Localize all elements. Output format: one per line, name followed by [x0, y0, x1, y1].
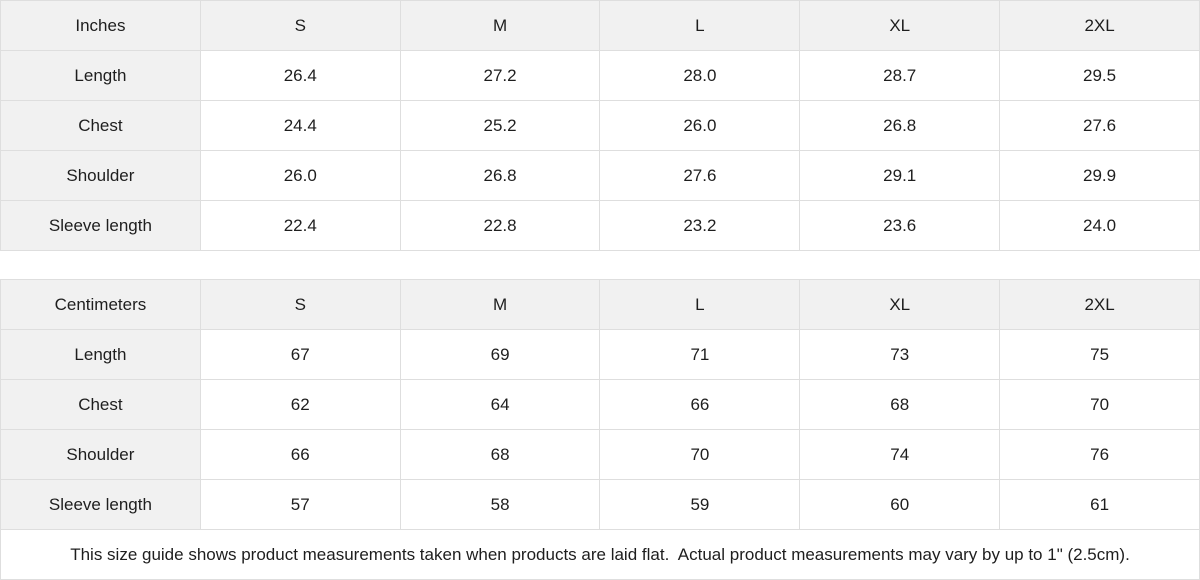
table-gap [0, 251, 1200, 279]
value-cell: 27.6 [599, 150, 801, 201]
value-cell: 26.0 [199, 150, 401, 201]
row-label-cell: Chest [0, 379, 201, 430]
row-label-cell: Chest [0, 100, 201, 151]
size-header-cell: L [599, 0, 801, 51]
value-cell: 26.8 [799, 100, 1001, 151]
value-cell: 29.9 [999, 150, 1200, 201]
measurement-row: Sleeve length 22.4 22.8 23.2 23.6 24.0 [0, 200, 1200, 251]
value-cell: 68 [799, 379, 1001, 430]
value-cell: 22.8 [399, 200, 601, 251]
measurement-row: Chest 24.4 25.2 26.0 26.8 27.6 [0, 100, 1200, 151]
value-cell: 23.6 [799, 200, 1001, 251]
row-label-cell: Sleeve length [0, 200, 201, 251]
size-header-cell: XL [799, 0, 1001, 51]
size-header-cell: 2XL [999, 0, 1200, 51]
value-cell: 70 [599, 429, 801, 480]
row-label-cell: Length [0, 329, 201, 380]
value-cell: 28.0 [599, 50, 801, 101]
value-cell: 62 [199, 379, 401, 430]
value-cell: 26.4 [199, 50, 401, 101]
value-cell: 71 [599, 329, 801, 380]
value-cell: 68 [399, 429, 601, 480]
value-cell: 59 [599, 479, 801, 530]
centimeters-table: Centimeters S M L XL 2XL Length 67 69 71 73 75 Ches… [0, 279, 1200, 530]
value-cell: 70 [999, 379, 1200, 430]
value-cell: 27.2 [399, 50, 601, 101]
size-header-cell: M [399, 279, 601, 330]
value-cell: 27.6 [999, 100, 1200, 151]
value-cell: 76 [999, 429, 1200, 480]
header-row: Centimeters S M L XL 2XL [0, 279, 1200, 330]
value-cell: 23.2 [599, 200, 801, 251]
value-cell: 66 [199, 429, 401, 480]
measurement-row: Chest 62 64 66 68 70 [0, 379, 1200, 430]
value-cell: 24.4 [199, 100, 401, 151]
row-label-cell: Shoulder [0, 429, 201, 480]
header-row: Inches S M L XL 2XL [0, 0, 1200, 51]
row-label-cell: Sleeve length [0, 479, 201, 530]
value-cell: 29.5 [999, 50, 1200, 101]
size-header-cell: XL [799, 279, 1001, 330]
measurement-row: Length 26.4 27.2 28.0 28.7 29.5 [0, 50, 1200, 101]
value-cell: 61 [999, 479, 1200, 530]
measurement-row: Shoulder 26.0 26.8 27.6 29.1 29.9 [0, 150, 1200, 201]
value-cell: 26.8 [399, 150, 601, 201]
size-header-cell: L [599, 279, 801, 330]
size-header-cell: 2XL [999, 279, 1200, 330]
value-cell: 22.4 [199, 200, 401, 251]
inches-table-header: Inches S M L XL 2XL [0, 0, 1200, 51]
centimeters-table-header: Centimeters S M L XL 2XL [0, 279, 1200, 330]
value-cell: 60 [799, 479, 1001, 530]
value-cell: 75 [999, 329, 1200, 380]
size-header-cell: M [399, 0, 601, 51]
unit-header-cell: Inches [0, 0, 201, 51]
value-cell: 74 [799, 429, 1001, 480]
measurement-row: Shoulder 66 68 70 74 76 [0, 429, 1200, 480]
value-cell: 69 [399, 329, 601, 380]
size-header-cell: S [199, 279, 401, 330]
value-cell: 29.1 [799, 150, 1001, 201]
unit-header-cell: Centimeters [0, 279, 201, 330]
value-cell: 57 [199, 479, 401, 530]
value-cell: 58 [399, 479, 601, 530]
measurement-row: Length 67 69 71 73 75 [0, 329, 1200, 380]
value-cell: 28.7 [799, 50, 1001, 101]
value-cell: 64 [399, 379, 601, 430]
size-header-cell: S [199, 0, 401, 51]
value-cell: 73 [799, 329, 1001, 380]
row-label-cell: Shoulder [0, 150, 201, 201]
value-cell: 25.2 [399, 100, 601, 151]
inches-table-body: Length 26.4 27.2 28.0 28.7 29.5 Chest 24.4 25.2 2… [0, 50, 1200, 251]
measurement-row: Sleeve length 57 58 59 60 61 [0, 479, 1200, 530]
row-label-cell: Length [0, 50, 201, 101]
centimeters-table-body: Length 67 69 71 73 75 Chest 62 64 66 68 70 Shoulder 6… [0, 329, 1200, 530]
inches-table: Inches S M L XL 2XL Length 26.4 27.2 28.0 28.7 29.… [0, 0, 1200, 251]
size-guide-note: This size guide shows product measuremen… [0, 530, 1200, 580]
value-cell: 24.0 [999, 200, 1200, 251]
value-cell: 66 [599, 379, 801, 430]
value-cell: 26.0 [599, 100, 801, 151]
value-cell: 67 [199, 329, 401, 380]
